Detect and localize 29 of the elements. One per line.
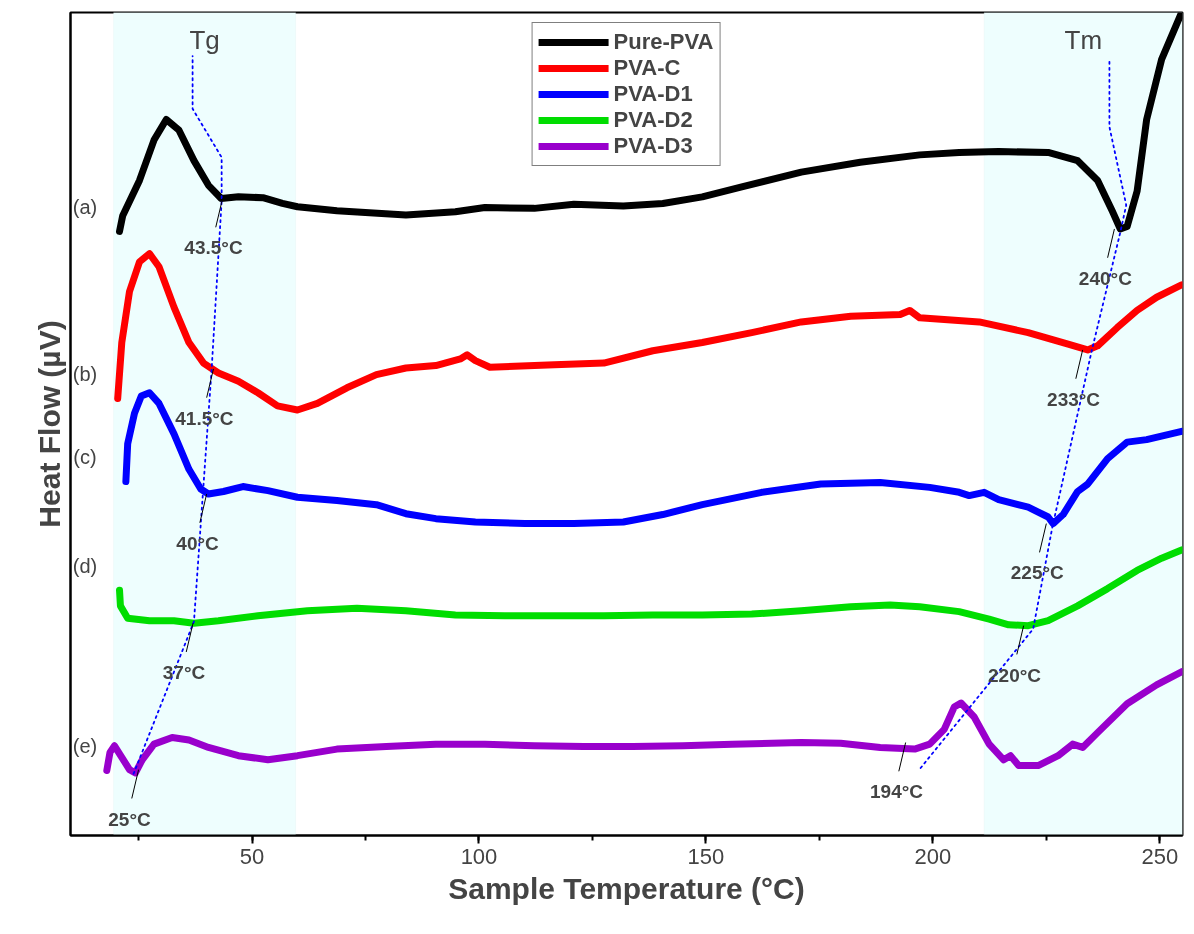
x-tick-label: 50 bbox=[239, 843, 265, 869]
annotation: (e) bbox=[72, 734, 98, 757]
annotation: 41.5°C bbox=[175, 407, 234, 429]
band-label: Tm bbox=[1064, 24, 1103, 55]
legend-label: PVA-D2 bbox=[613, 107, 693, 133]
annotation: 233°C bbox=[1047, 388, 1101, 410]
annotation: 225°C bbox=[1010, 562, 1065, 584]
band-label: Tg bbox=[189, 24, 220, 55]
annotation: (d) bbox=[72, 554, 98, 577]
annotation: 240°C bbox=[1078, 267, 1133, 289]
x-tick-label: 200 bbox=[914, 843, 952, 869]
annotation: 40°C bbox=[176, 532, 220, 554]
annotation: (a) bbox=[72, 195, 98, 218]
x-axis-title: Sample Temperature (°C) bbox=[448, 871, 805, 905]
annotation: 220°C bbox=[988, 664, 1042, 686]
legend-label: Pure-PVA bbox=[613, 29, 714, 55]
annotation: 43.5°C bbox=[184, 237, 243, 259]
x-tick-label: 100 bbox=[460, 843, 498, 869]
x-tick-label: 250 bbox=[1141, 843, 1179, 869]
legend-label: PVA-D3 bbox=[613, 133, 693, 159]
annotation: (b) bbox=[72, 362, 98, 385]
y-axis-title: Heat Flow (µV) bbox=[32, 320, 66, 528]
x-tick-label: 150 bbox=[687, 843, 725, 869]
legend-label: PVA-C bbox=[613, 55, 681, 81]
annotation: 194°C bbox=[870, 781, 924, 803]
annotation: 37°C bbox=[162, 662, 206, 684]
legend-label: PVA-D1 bbox=[613, 81, 693, 107]
annotation: (c) bbox=[73, 445, 97, 468]
annotation: 25°C bbox=[108, 808, 152, 830]
